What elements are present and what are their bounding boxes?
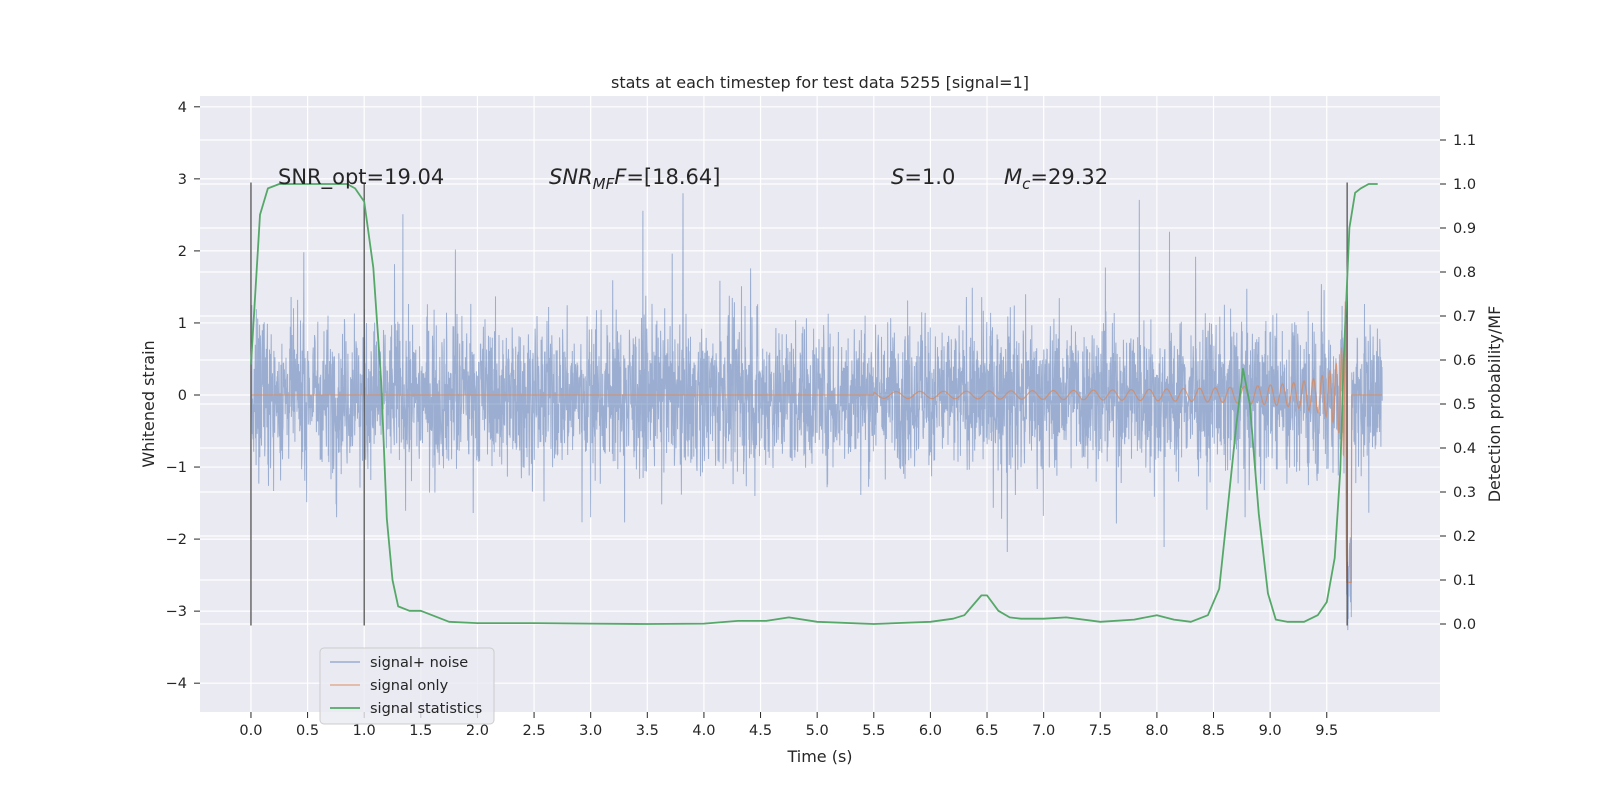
signal-only-line xyxy=(251,301,1383,583)
mc-symbol: M xyxy=(1004,165,1022,189)
x-tick-label: 3.5 xyxy=(636,723,659,739)
legend-label-signal-noise: signal+ noise xyxy=(370,655,468,671)
x-tick-label: 4.0 xyxy=(692,723,715,739)
x-axis-label: Time (s) xyxy=(786,747,852,766)
x-tick-label: 2.5 xyxy=(523,723,546,739)
x-tick-label: 8.5 xyxy=(1202,723,1225,739)
y-right-tick-label: 0.2 xyxy=(1453,529,1476,545)
x-tick-label: 0.5 xyxy=(296,723,319,739)
x-tick-label: 6.5 xyxy=(976,723,999,739)
chart-title: stats at each timestep for test data 525… xyxy=(611,73,1029,92)
y-tick-label: −2 xyxy=(166,532,187,548)
legend: signal+ noise signal only signal statist… xyxy=(319,647,495,725)
signal-only-series xyxy=(251,301,1383,583)
mc-subscript: c xyxy=(1022,175,1031,193)
y-right-tick-label: 0.5 xyxy=(1453,397,1476,413)
s-value: =1.0 xyxy=(904,165,955,189)
x-tick-label: 8.0 xyxy=(1145,723,1168,739)
x-axis-ticks: 0.0 0.5 1.0 1.5 2.0 2.5 3.0 3.5 4.0 4.5 5.0 5.5 6.0 6… xyxy=(239,712,1338,739)
signal-plus-noise-series xyxy=(250,193,1383,631)
y-tick-label: 3 xyxy=(178,172,187,188)
y-right-tick-label: 0.4 xyxy=(1453,441,1476,457)
y-tick-label: −3 xyxy=(166,604,187,620)
window-markers xyxy=(250,182,1348,626)
signal-statistics-series xyxy=(250,183,1378,625)
x-tick-label: 4.5 xyxy=(749,723,772,739)
y-tick-label: −4 xyxy=(166,676,187,692)
x-tick-label: 7.0 xyxy=(1032,723,1055,739)
legend-box xyxy=(319,647,495,725)
y-axis-label: Whitened strain xyxy=(139,340,158,467)
y-tick-label: 0 xyxy=(178,388,187,404)
y-right-tick-label: 0.8 xyxy=(1453,265,1476,281)
x-tick-label: 1.0 xyxy=(353,723,376,739)
y-right-tick-label: 1.0 xyxy=(1453,177,1476,193)
signal-statistics-line xyxy=(250,183,1378,625)
y-right-axis-ticks: 1.1 1.0 0.9 0.8 0.7 0.6 0.5 0.4 0.3 0.2 0.1 0.0 xyxy=(1440,133,1476,633)
y-right-tick-label: 0.6 xyxy=(1453,353,1476,369)
x-tick-label: 9.0 xyxy=(1259,723,1282,739)
y-right-tick-label: 1.1 xyxy=(1453,133,1476,149)
y-tick-label: 1 xyxy=(178,316,187,332)
annotation-s: S=1.0 xyxy=(891,165,955,189)
y-right-tick-label: 0.9 xyxy=(1453,221,1476,237)
annotation-snr-opt: SNR_opt=19.04 xyxy=(278,165,444,190)
y-axis-ticks: 4 3 2 1 0 −1 −2 −3 −4 xyxy=(166,100,200,692)
x-tick-label: 1.5 xyxy=(409,723,432,739)
x-tick-label: 7.5 xyxy=(1089,723,1112,739)
y-right-tick-label: 0.3 xyxy=(1453,485,1476,501)
x-tick-label: 5.0 xyxy=(806,723,829,739)
x-tick-label: 6.0 xyxy=(919,723,942,739)
x-tick-label: 9.5 xyxy=(1315,723,1338,739)
snr-mf-value: =[18.64] xyxy=(626,165,720,189)
y-right-axis-label: Detection probability/MF xyxy=(1485,306,1504,503)
legend-label-signal-statistics: signal statistics xyxy=(370,701,482,717)
signal-noise-line xyxy=(250,193,1383,631)
y-right-tick-label: 0.1 xyxy=(1453,573,1476,589)
snr-mf-subscript: MF xyxy=(593,175,615,193)
x-tick-label: 3.0 xyxy=(579,723,602,739)
y-right-tick-label: 0.7 xyxy=(1453,309,1476,325)
y-right-tick-label: 0.0 xyxy=(1453,617,1476,633)
mc-value: =29.32 xyxy=(1030,165,1108,189)
annotation-snr-mf: SNRMFF=[18.64] xyxy=(549,165,720,193)
legend-label-signal-only: signal only xyxy=(370,678,449,694)
snr-mf-italic: F xyxy=(614,165,627,189)
y-tick-label: 2 xyxy=(178,244,187,260)
y-tick-label: −1 xyxy=(166,460,187,476)
y-tick-label: 4 xyxy=(178,100,187,116)
s-symbol: S xyxy=(891,165,904,189)
x-tick-label: 5.5 xyxy=(862,723,885,739)
x-tick-label: 2.0 xyxy=(466,723,489,739)
snr-mf-symbol: SNR xyxy=(549,165,593,189)
x-tick-label: 0.0 xyxy=(239,723,262,739)
annotation-mc: Mc=29.32 xyxy=(1004,165,1108,193)
